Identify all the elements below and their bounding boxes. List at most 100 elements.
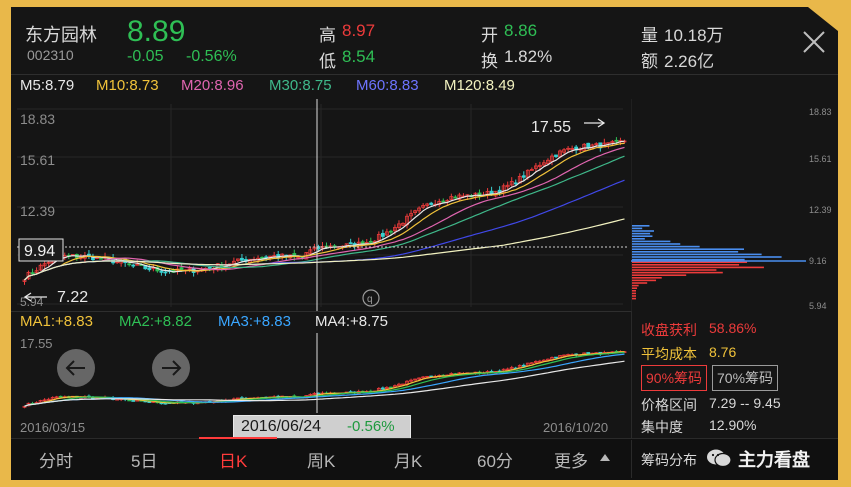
- turnover-value: 1.82%: [504, 47, 553, 66]
- candle-body: [425, 375, 430, 378]
- chip-bar: [632, 232, 651, 235]
- chip-bar: [632, 251, 739, 253]
- sub-kline-chart[interactable]: 17.55 2016/03/15 2016/10/20: [11, 333, 631, 437]
- chip-bar: [632, 248, 745, 250]
- corner-badge-icon: [808, 7, 838, 31]
- candle-body: [521, 364, 526, 367]
- wechat-icon: [707, 449, 732, 468]
- candle-body: [393, 227, 397, 232]
- candle-body: [131, 400, 136, 402]
- candle-body: [513, 182, 518, 185]
- chip-bar: [632, 292, 636, 295]
- candle-body: [538, 164, 542, 167]
- chip-70-button[interactable]: 70%筹码: [712, 365, 779, 391]
- chart-divider: [11, 311, 631, 312]
- ma20-legend: M20:8.96: [181, 77, 244, 94]
- candle-body: [320, 245, 325, 249]
- chip-bar: [632, 253, 762, 256]
- candle-body: [207, 266, 212, 269]
- candle-body: [441, 200, 446, 203]
- y-tick-bottom: 5.94: [20, 295, 44, 309]
- candle-body: [413, 378, 417, 381]
- tab-intraday[interactable]: 分时: [39, 452, 73, 471]
- tab-more[interactable]: 更多: [554, 452, 588, 471]
- cost-value: 8.76: [709, 344, 737, 360]
- arrow-right-icon: [584, 118, 606, 128]
- ma60-legend: M60:8.83: [356, 77, 419, 94]
- price-change: -0.05: [127, 48, 164, 65]
- cursor-pct: -0.56%: [347, 418, 395, 435]
- candle-body: [521, 175, 526, 178]
- tab-monthly-k[interactable]: 月K: [394, 452, 423, 471]
- cursor-date: 2016/06/24: [241, 418, 322, 435]
- candle-body: [425, 203, 430, 206]
- ma10-legend: M10:8.73: [96, 77, 159, 94]
- profit-label: 收盘获利: [641, 322, 697, 338]
- cost-label: 平均成本: [641, 346, 697, 362]
- candle-body: [505, 184, 510, 188]
- conc-value: 12.90%: [709, 417, 757, 433]
- chip-bar: [632, 225, 650, 227]
- q-badge-icon[interactable]: [362, 289, 380, 307]
- prev-button[interactable]: [57, 349, 95, 387]
- ma2-legend: MA2:+8.82: [119, 313, 192, 330]
- chip-90-button[interactable]: 90%筹码: [641, 365, 708, 391]
- tab-daily-k[interactable]: 日K: [219, 452, 248, 471]
- chip-bar: [632, 230, 654, 232]
- stock-name: 东方园林: [25, 25, 97, 45]
- ma30-legend: M30:8.75: [269, 77, 332, 94]
- candle-body: [397, 223, 401, 228]
- candle-body: [135, 263, 140, 266]
- candle-body: [312, 392, 317, 395]
- chip-bar: [632, 261, 748, 263]
- candle-body: [163, 402, 168, 405]
- candle-body: [58, 395, 63, 398]
- tab-weekly-k[interactable]: 周K: [307, 452, 336, 471]
- candle-body: [509, 367, 514, 370]
- candle-body: [449, 196, 454, 200]
- sub-date-left: 2016/03/15: [20, 420, 85, 435]
- chip-tick-3: 12.39: [809, 205, 832, 215]
- chip-bar: [632, 243, 681, 245]
- ma4-legend: MA4:+8.75: [315, 313, 388, 330]
- candle-body: [384, 231, 389, 236]
- high-marker-label: 17.55: [531, 119, 571, 136]
- crosshair-price-box: [18, 238, 64, 262]
- candle-body: [529, 362, 534, 365]
- chip-distribution-chart[interactable]: 18.83 15.61 12.39 9.16 5.94: [631, 99, 836, 311]
- candle-body: [131, 264, 136, 267]
- amount-label: 额: [641, 52, 658, 71]
- chip-bar: [632, 277, 662, 279]
- candle-body: [22, 279, 27, 282]
- candle-body: [401, 222, 405, 226]
- kline-chart[interactable]: 18.83 15.61 12.39 5.94 9.94 17.55 7.22 q: [11, 99, 631, 311]
- candle-body: [538, 360, 542, 363]
- candle-body: [46, 398, 51, 401]
- candle-body: [380, 387, 385, 390]
- candle-body: [582, 143, 587, 151]
- ma10-line: [24, 142, 625, 281]
- chip-bar: [632, 245, 700, 248]
- candle-body: [42, 399, 47, 402]
- watermark-text: 主力看盘: [738, 450, 810, 470]
- stock-chart-window: 东方园林 002310 8.89 -0.05 -0.56% 高 8.97 低 8…: [11, 7, 838, 480]
- candle-body: [393, 385, 397, 388]
- volume-value: 10.18万: [664, 26, 724, 45]
- candle-body: [421, 376, 426, 379]
- arrow-right-circle-icon: [162, 360, 182, 376]
- close-icon[interactable]: [801, 29, 827, 55]
- tab-60min[interactable]: 60分: [477, 452, 513, 471]
- candle-body: [147, 267, 152, 271]
- chip-bar: [632, 279, 657, 282]
- next-button[interactable]: [152, 349, 190, 387]
- candle-body: [99, 257, 103, 260]
- range-label: 价格区间: [641, 397, 697, 413]
- open-value: 8.86: [504, 21, 538, 40]
- candle-body: [401, 383, 405, 386]
- ma120-legend: M120:8.49: [444, 77, 515, 94]
- chip-tick-2: 15.61: [809, 154, 832, 164]
- tab-chip-distribution[interactable]: 筹码分布: [641, 452, 697, 468]
- candle-body: [22, 405, 27, 408]
- tab-5day[interactable]: 5日: [131, 452, 158, 471]
- candle-body: [389, 230, 393, 233]
